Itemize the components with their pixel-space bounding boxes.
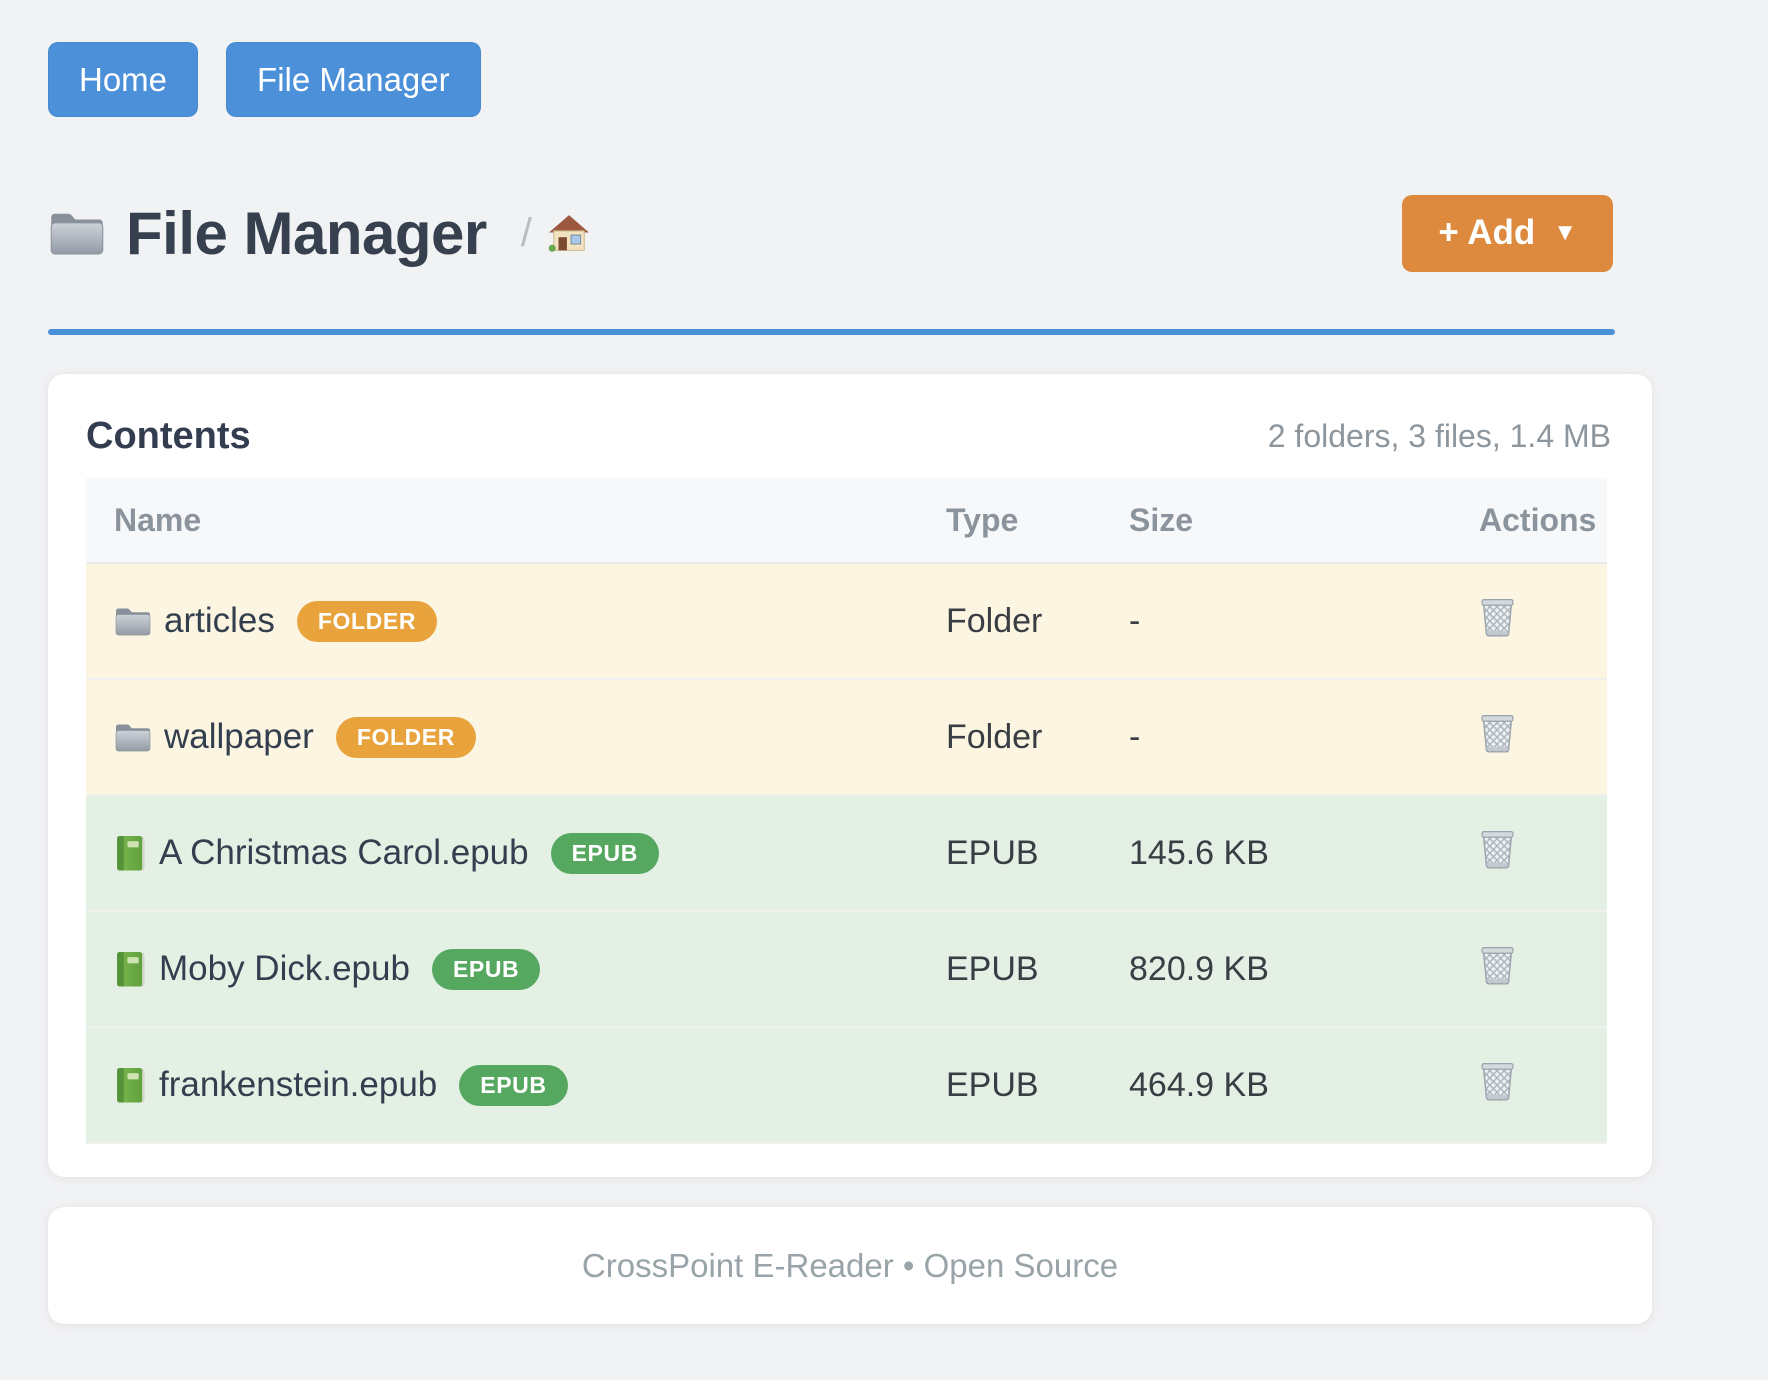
trash-icon[interactable]	[1479, 1060, 1516, 1101]
table-header-row: Name Type Size Actions	[86, 478, 1607, 564]
trash-icon[interactable]	[1479, 712, 1516, 753]
column-header-actions: Actions	[1479, 501, 1597, 538]
book-icon	[114, 1067, 147, 1104]
actions-cell	[1464, 944, 1607, 994]
trash-icon[interactable]	[1479, 596, 1516, 637]
actions-cell	[1464, 712, 1607, 762]
cell-type: EPUB	[946, 1065, 1039, 1104]
breadcrumb-separator: /	[520, 210, 532, 255]
actions-cell	[1464, 596, 1607, 646]
cell-size: 820.9 KB	[1129, 949, 1269, 988]
footer-text: CrossPoint E-Reader • Open Source	[581, 1246, 1119, 1284]
cell-type: Folder	[946, 601, 1043, 640]
files-table: Name Type Size Actions articles FOLDER F…	[86, 478, 1607, 1144]
panel-header: Contents 2 folders, 3 files, 1.4 MB	[86, 414, 1611, 458]
book-icon	[114, 835, 147, 872]
book-icon	[114, 951, 147, 988]
column-header-name: Name	[114, 501, 202, 538]
row-name[interactable]: Moby Dick.epub	[159, 949, 410, 988]
cell-size: 464.9 KB	[1129, 1065, 1269, 1104]
footer: CrossPoint E-Reader • Open Source	[48, 1207, 1652, 1324]
type-badge: EPUB	[550, 832, 659, 874]
row-name[interactable]: articles	[164, 601, 275, 640]
add-button[interactable]: + Add ▼	[1402, 194, 1613, 272]
page-header: File Manager / + Add ▼	[48, 187, 1613, 279]
folder-icon	[48, 210, 106, 257]
type-badge: FOLDER	[296, 600, 438, 642]
table-row[interactable]: Moby Dick.epub EPUB EPUB 820.9 KB	[86, 912, 1607, 1028]
type-badge: FOLDER	[335, 716, 476, 758]
cell-type: EPUB	[946, 833, 1039, 872]
trash-icon[interactable]	[1479, 944, 1516, 985]
column-header-size: Size	[1129, 501, 1194, 538]
name-cell: wallpaper FOLDER	[86, 716, 946, 758]
name-cell: frankenstein.epub EPUB	[86, 1064, 946, 1106]
add-button-label: + Add	[1438, 213, 1536, 252]
actions-cell	[1464, 1060, 1607, 1110]
header-divider	[48, 329, 1615, 335]
cell-size: -	[1129, 601, 1141, 640]
name-cell: Moby Dick.epub EPUB	[86, 948, 946, 990]
folder-icon	[114, 606, 152, 637]
contents-heading: Contents	[86, 414, 251, 457]
type-badge: EPUB	[431, 948, 541, 990]
file-manager-button[interactable]: File Manager	[226, 42, 481, 117]
table-row[interactable]: A Christmas Carol.epub EPUB EPUB 145.6 K…	[86, 796, 1607, 912]
row-name[interactable]: frankenstein.epub	[159, 1065, 438, 1104]
cell-type: EPUB	[946, 949, 1039, 988]
contents-panel: Contents 2 folders, 3 files, 1.4 MB Name…	[48, 374, 1652, 1177]
table-body: articles FOLDER Folder -	[86, 564, 1607, 1144]
actions-cell	[1464, 828, 1607, 878]
table-row[interactable]: articles FOLDER Folder -	[86, 564, 1607, 680]
home-button[interactable]: Home	[48, 42, 199, 117]
house-icon[interactable]	[548, 214, 590, 252]
cell-type: Folder	[946, 717, 1043, 756]
folder-icon	[114, 722, 152, 753]
row-name[interactable]: wallpaper	[164, 717, 314, 756]
table-row[interactable]: wallpaper FOLDER Folder -	[86, 680, 1607, 796]
trash-icon[interactable]	[1479, 828, 1516, 869]
cell-size: 145.6 KB	[1129, 833, 1269, 872]
caret-down-icon: ▼	[1553, 219, 1577, 246]
table-row[interactable]: frankenstein.epub EPUB EPUB 464.9 KB	[86, 1028, 1607, 1144]
nav-buttons: Home File Manager	[48, 42, 1652, 117]
name-cell: articles FOLDER	[86, 600, 946, 642]
page: Home File Manager File Manager / + Add ▼	[48, 42, 1652, 1324]
type-badge: EPUB	[459, 1064, 568, 1106]
column-header-type: Type	[946, 501, 1019, 538]
cell-size: -	[1129, 717, 1141, 756]
page-title: File Manager	[126, 199, 487, 267]
name-cell: A Christmas Carol.epub EPUB	[86, 832, 946, 874]
contents-summary: 2 folders, 3 files, 1.4 MB	[1267, 417, 1611, 454]
row-name[interactable]: A Christmas Carol.epub	[159, 833, 529, 872]
